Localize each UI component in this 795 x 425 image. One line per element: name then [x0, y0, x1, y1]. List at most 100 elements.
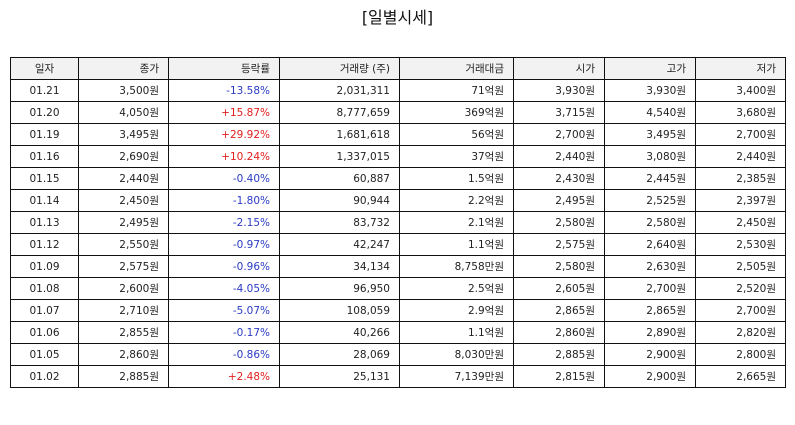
table-row: 01.06 2,855원 -0.17% 40,266 1.1억원 2,860원 2,890원…: [10, 321, 786, 344]
cell-open: 3,930원: [513, 79, 605, 102]
cell-trade-amount: 71억원: [399, 79, 514, 102]
column-header-low: 저가: [695, 57, 786, 80]
cell-close: 2,440원: [78, 167, 169, 190]
cell-open: 2,580원: [513, 255, 605, 278]
cell-high: 3,930원: [604, 79, 696, 102]
cell-volume: 83,732: [279, 211, 400, 234]
column-header-date: 일자: [10, 57, 79, 80]
cell-change-rate: -0.40%: [168, 167, 280, 190]
cell-date: 01.08: [10, 277, 79, 300]
cell-volume: 42,247: [279, 233, 400, 256]
cell-low: 2,397원: [695, 189, 786, 212]
cell-low: 2,800원: [695, 343, 786, 366]
column-header-open: 시가: [513, 57, 605, 80]
cell-date: 01.12: [10, 233, 79, 256]
table-row: 01.12 2,550원 -0.97% 42,247 1.1억원 2,575원 2,640원…: [10, 233, 786, 256]
cell-close: 2,550원: [78, 233, 169, 256]
cell-low: 2,820원: [695, 321, 786, 344]
cell-date: 01.06: [10, 321, 79, 344]
table-row: 01.09 2,575원 -0.96% 34,134 8,758만원 2,580원 2,63…: [10, 255, 786, 278]
cell-trade-amount: 1.1억원: [399, 321, 514, 344]
cell-high: 2,580원: [604, 211, 696, 234]
cell-change-rate: +15.87%: [168, 101, 280, 124]
cell-date: 01.05: [10, 343, 79, 366]
cell-volume: 34,134: [279, 255, 400, 278]
page-title: [일별시세]: [361, 8, 434, 27]
cell-change-rate: +2.48%: [168, 365, 280, 388]
cell-close: 2,860원: [78, 343, 169, 366]
cell-close: 3,495원: [78, 123, 169, 146]
cell-trade-amount: 2.9억원: [399, 299, 514, 322]
cell-date: 01.13: [10, 211, 79, 234]
cell-change-rate: -4.05%: [168, 277, 280, 300]
cell-volume: 1,337,015: [279, 145, 400, 168]
cell-trade-amount: 8,758만원: [399, 255, 514, 278]
cell-open: 2,575원: [513, 233, 605, 256]
cell-open: 2,495원: [513, 189, 605, 212]
column-header-change-rate: 등락률: [168, 57, 280, 80]
cell-change-rate: +10.24%: [168, 145, 280, 168]
cell-high: 2,900원: [604, 365, 696, 388]
table-row: 01.20 4,050원 +15.87% 8,777,659 369억원 3,715원 4,…: [10, 101, 786, 124]
cell-high: 2,630원: [604, 255, 696, 278]
cell-low: 2,505원: [695, 255, 786, 278]
cell-low: 3,400원: [695, 79, 786, 102]
cell-volume: 1,681,618: [279, 123, 400, 146]
cell-change-rate: -13.58%: [168, 79, 280, 102]
cell-open: 2,605원: [513, 277, 605, 300]
cell-close: 2,575원: [78, 255, 169, 278]
cell-close: 2,690원: [78, 145, 169, 168]
cell-date: 01.09: [10, 255, 79, 278]
cell-open: 2,860원: [513, 321, 605, 344]
cell-low: 2,665원: [695, 365, 786, 388]
cell-volume: 90,944: [279, 189, 400, 212]
cell-date: 01.16: [10, 145, 79, 168]
cell-trade-amount: 2.2억원: [399, 189, 514, 212]
daily-price-table: 일자 종가 등락률 거래량 (주) 거래대금 시가 고가 저가 01.21 3,5…: [10, 57, 786, 388]
cell-trade-amount: 37억원: [399, 145, 514, 168]
cell-date: 01.15: [10, 167, 79, 190]
cell-change-rate: +29.92%: [168, 123, 280, 146]
cell-open: 2,430원: [513, 167, 605, 190]
cell-low: 2,700원: [695, 299, 786, 322]
table-row: 01.21 3,500원 -13.58% 2,031,311 71억원 3,930원 3,9…: [10, 79, 786, 102]
cell-close: 2,710원: [78, 299, 169, 322]
column-header-trade-amount: 거래대금: [399, 57, 514, 80]
cell-low: 2,450원: [695, 211, 786, 234]
cell-change-rate: -2.15%: [168, 211, 280, 234]
table-row: 01.15 2,440원 -0.40% 60,887 1.5억원 2,430원 2,445원…: [10, 167, 786, 190]
table-row: 01.14 2,450원 -1.80% 90,944 2.2억원 2,495원 2,525원…: [10, 189, 786, 212]
cell-open: 2,885원: [513, 343, 605, 366]
cell-high: 2,445원: [604, 167, 696, 190]
cell-trade-amount: 369억원: [399, 101, 514, 124]
cell-open: 2,700원: [513, 123, 605, 146]
cell-low: 2,700원: [695, 123, 786, 146]
cell-low: 2,385원: [695, 167, 786, 190]
cell-date: 01.14: [10, 189, 79, 212]
cell-high: 2,525원: [604, 189, 696, 212]
cell-trade-amount: 1.5억원: [399, 167, 514, 190]
cell-volume: 60,887: [279, 167, 400, 190]
cell-trade-amount: 2.1억원: [399, 211, 514, 234]
cell-change-rate: -0.86%: [168, 343, 280, 366]
cell-open: 2,580원: [513, 211, 605, 234]
cell-date: 01.07: [10, 299, 79, 322]
cell-high: 2,865원: [604, 299, 696, 322]
cell-change-rate: -1.80%: [168, 189, 280, 212]
cell-trade-amount: 56억원: [399, 123, 514, 146]
cell-trade-amount: 7,139만원: [399, 365, 514, 388]
cell-open: 3,715원: [513, 101, 605, 124]
column-header-close: 종가: [78, 57, 169, 80]
cell-change-rate: -5.07%: [168, 299, 280, 322]
cell-volume: 40,266: [279, 321, 400, 344]
table-row: 01.13 2,495원 -2.15% 83,732 2.1억원 2,580원 2,580원…: [10, 211, 786, 234]
cell-close: 2,600원: [78, 277, 169, 300]
cell-volume: 108,059: [279, 299, 400, 322]
cell-close: 2,885원: [78, 365, 169, 388]
cell-close: 2,495원: [78, 211, 169, 234]
cell-date: 01.21: [10, 79, 79, 102]
cell-volume: 28,069: [279, 343, 400, 366]
table-header-row: 일자 종가 등락률 거래량 (주) 거래대금 시가 고가 저가: [10, 57, 786, 80]
cell-high: 2,900원: [604, 343, 696, 366]
table-row: 01.07 2,710원 -5.07% 108,059 2.9억원 2,865원 2,865…: [10, 299, 786, 322]
